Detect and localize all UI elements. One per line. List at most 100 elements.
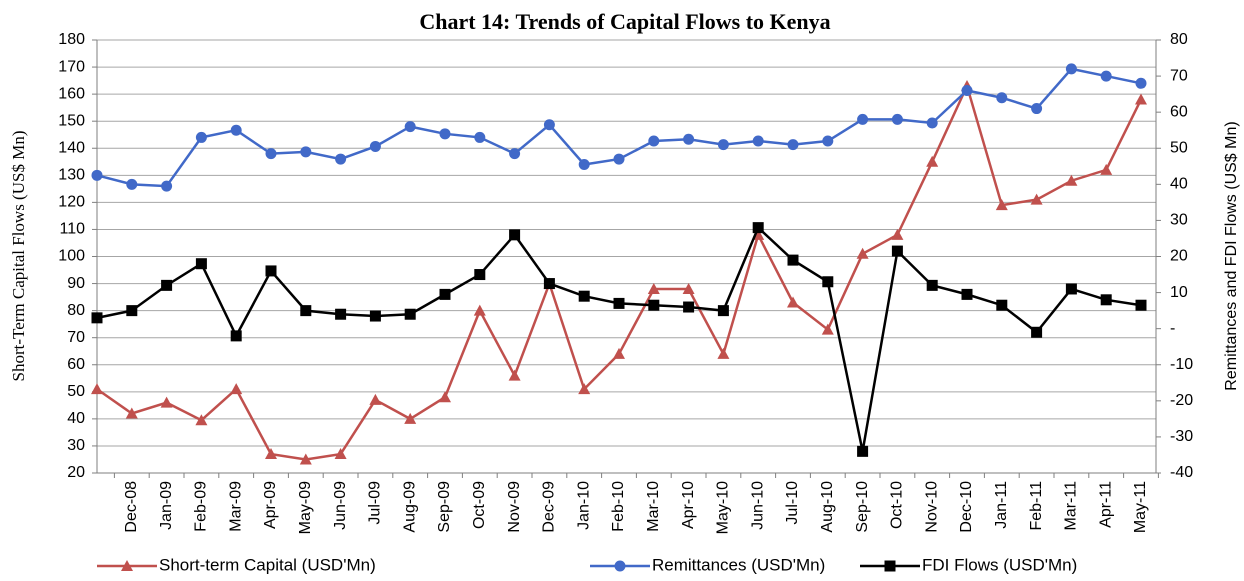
x-tick-label: Feb-09	[193, 481, 210, 532]
y-tick-label: 140	[58, 139, 85, 156]
data-point	[961, 85, 973, 97]
data-point	[613, 153, 625, 165]
data-point	[787, 139, 799, 151]
data-point	[1100, 163, 1113, 175]
x-tick-label: May-10	[715, 481, 732, 534]
data-point	[857, 113, 869, 125]
data-point	[682, 282, 695, 294]
data-point	[891, 245, 903, 257]
data-point	[195, 258, 207, 270]
y-tick-label: 180	[58, 31, 85, 48]
data-point	[1135, 93, 1147, 105]
x-tick-label: Mar-09	[227, 481, 244, 532]
data-point	[752, 222, 764, 234]
data-point	[647, 282, 660, 294]
x-tick-label: Nov-10	[923, 481, 940, 533]
data-point	[474, 269, 486, 281]
y2-tick-label: -10	[1170, 356, 1193, 373]
data-point	[717, 305, 729, 317]
data-point	[891, 113, 903, 125]
data-point	[335, 153, 347, 165]
data-point	[1135, 299, 1147, 311]
data-point	[821, 323, 834, 335]
data-point	[369, 393, 382, 405]
data-point	[299, 453, 312, 465]
x-tick-label: Dec-09	[541, 481, 558, 533]
data-point	[335, 308, 347, 320]
data-point	[265, 265, 277, 277]
y-tick-label: 30	[67, 437, 85, 454]
data-point	[300, 146, 312, 158]
data-point	[439, 288, 451, 300]
x-tick-label: Mar-11	[1063, 481, 1080, 531]
data-point	[543, 278, 555, 290]
data-point	[508, 369, 521, 381]
legend-label: Short-term Capital (USD'Mn)	[159, 555, 376, 574]
x-tick-label: Aug-09	[401, 481, 418, 533]
y2-tick-label: -20	[1170, 392, 1193, 409]
data-point	[995, 199, 1008, 211]
x-tick-label: Sep-10	[854, 481, 871, 533]
y-tick-label: 120	[58, 194, 85, 211]
data-point	[265, 148, 277, 160]
data-point	[683, 301, 695, 313]
y-tick-label: 150	[58, 112, 85, 129]
y-tick-label: 90	[67, 275, 85, 292]
data-point	[334, 448, 347, 460]
data-point	[161, 279, 173, 291]
data-point	[926, 117, 938, 129]
y-tick-label: 50	[67, 383, 85, 400]
data-point	[195, 131, 207, 143]
y-tick-label: 70	[67, 329, 85, 346]
data-point	[543, 119, 555, 131]
data-point	[614, 560, 626, 572]
chart-title: Chart 14: Trends of Capital Flows to Ken…	[419, 9, 830, 34]
data-point	[926, 155, 939, 167]
data-point	[613, 297, 625, 309]
x-tick-label: Apr-11	[1097, 481, 1114, 528]
y2-tick-label: 60	[1170, 103, 1188, 120]
x-tick-label: Feb-10	[610, 481, 627, 532]
legend-label: FDI Flows (USD'Mn)	[922, 555, 1077, 574]
y-tick-label: 20	[67, 464, 85, 481]
data-point	[230, 330, 242, 342]
data-point	[1031, 326, 1043, 338]
x-tick-label: Apr-09	[262, 481, 279, 529]
y-tick-label: 110	[59, 221, 85, 238]
x-tick-label: Jul-10	[784, 481, 801, 525]
series-line	[96, 225, 1142, 452]
data-point	[230, 383, 243, 395]
data-point	[926, 279, 938, 291]
x-tick-label: Jun-09	[332, 481, 349, 530]
data-point	[126, 305, 138, 317]
y2-tick-label: 10	[1170, 284, 1188, 301]
data-point	[613, 347, 625, 359]
data-point	[404, 412, 417, 424]
data-point	[996, 299, 1008, 311]
y2-tick-label: 80	[1170, 31, 1188, 48]
legend-label: Remittances (USD'Mn)	[652, 555, 825, 574]
data-point	[1065, 63, 1077, 75]
data-point	[1031, 103, 1043, 115]
y2-axis-label: Remittances and FDI Flows (US$ Mn)	[1223, 121, 1240, 390]
y2-tick-label: 40	[1170, 176, 1188, 193]
data-point	[1065, 283, 1077, 295]
x-tick-label: Feb-11	[1028, 481, 1045, 531]
data-point	[161, 180, 173, 192]
data-point	[752, 135, 764, 147]
data-point	[473, 304, 486, 316]
y-tick-label: 130	[58, 167, 85, 184]
data-point	[787, 296, 799, 308]
y-tick-label: 160	[58, 85, 85, 102]
data-point	[787, 254, 799, 266]
y2-tick-label: 30	[1170, 212, 1188, 229]
data-point	[439, 128, 451, 140]
data-point	[265, 448, 277, 460]
series-line	[96, 67, 1142, 188]
x-tick-label: Mar-10	[645, 481, 662, 532]
data-point	[884, 560, 896, 572]
x-tick-label: Aug-10	[819, 481, 836, 533]
y2-tick-label: 50	[1170, 139, 1188, 156]
x-tick-label: Jan-11	[993, 481, 1010, 529]
data-point	[856, 247, 869, 259]
